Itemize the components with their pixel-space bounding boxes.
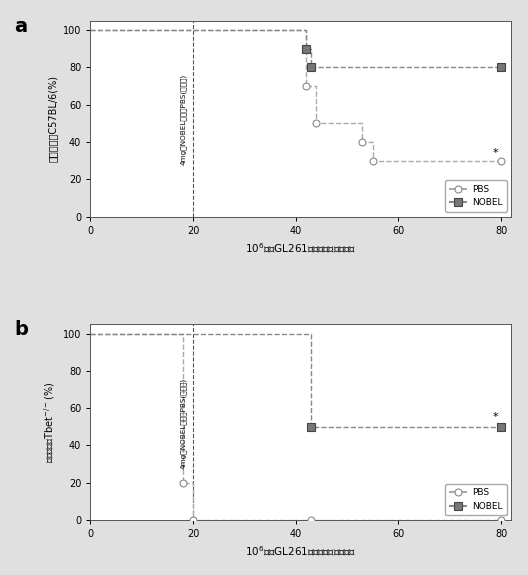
Text: b: b [15, 320, 29, 339]
Legend: PBS, NOBEL: PBS, NOBEL [445, 181, 507, 212]
Legend: PBS, NOBEL: PBS, NOBEL [445, 484, 507, 516]
Y-axis label: 腫瘍のないTbet$^{-/-}$(%): 腫瘍のないTbet$^{-/-}$(%) [43, 381, 58, 463]
Y-axis label: 腫瘍のないC57BL/6(%): 腫瘍のないC57BL/6(%) [48, 75, 58, 162]
X-axis label: 10$^6$個のGL261の皮下注射後の日数: 10$^6$個のGL261の皮下注射後の日数 [245, 241, 356, 255]
Text: *: * [493, 148, 499, 158]
Text: a: a [15, 17, 27, 36]
Text: *: * [493, 412, 499, 423]
Text: 4mgのNOBELまたはPBS(腹腔内): 4mgのNOBELまたはPBS(腹腔内) [180, 74, 187, 165]
Text: 4mgのNOBELまたはPBS(腹腔内): 4mgのNOBELまたはPBS(腹腔内) [180, 377, 187, 469]
X-axis label: 10$^6$個のGL261の皮下注射後の日数: 10$^6$個のGL261の皮下注射後の日数 [245, 545, 356, 558]
